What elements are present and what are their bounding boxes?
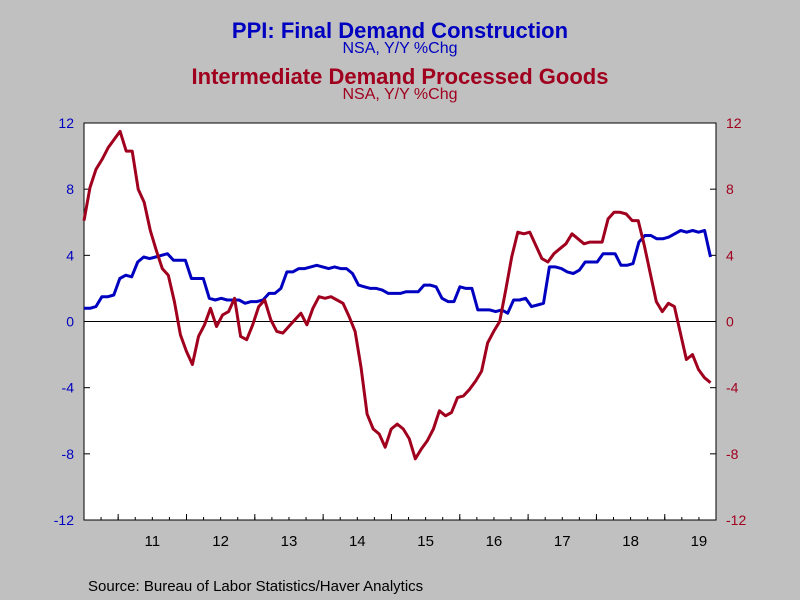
y-left-tick-label: 8 bbox=[66, 181, 74, 197]
y-right-tick-label: -4 bbox=[726, 380, 739, 396]
x-tick-label: 16 bbox=[486, 533, 503, 550]
chart-subtitle-2: NSA, Y/Y %Chg bbox=[342, 86, 458, 103]
y-right-tick-label: 0 bbox=[726, 314, 734, 330]
y-right-tick-label: 12 bbox=[726, 115, 742, 131]
series-line-processed_goods bbox=[82, 129, 712, 461]
x-tick-label: 12 bbox=[212, 533, 229, 550]
x-tick-label: 13 bbox=[281, 533, 298, 550]
x-tick-label: 19 bbox=[691, 533, 708, 550]
y-left-tick-label: -12 bbox=[54, 512, 74, 528]
y-left-tick-label: 0 bbox=[66, 314, 74, 330]
source-note: Source: Bureau of Labor Statistics/Haver… bbox=[88, 578, 424, 595]
series-line-construction bbox=[84, 229, 712, 315]
chart-title: PPI: Final Demand Construction bbox=[231, 18, 569, 43]
x-tick-label: 15 bbox=[417, 533, 434, 550]
x-tick-label: 17 bbox=[554, 533, 571, 550]
x-tick-label: 18 bbox=[622, 533, 639, 550]
y-right-tick-label: -12 bbox=[726, 512, 746, 528]
y-right-tick-label: 8 bbox=[726, 181, 734, 197]
y-left-tick-label: 4 bbox=[66, 247, 74, 263]
x-tick-label: 14 bbox=[349, 533, 366, 550]
y-right-tick-label: 4 bbox=[726, 247, 734, 263]
chart-subtitle: NSA, Y/Y %Chg bbox=[342, 40, 458, 57]
y-left-tick-label: 12 bbox=[58, 115, 74, 131]
x-tick-label: 11 bbox=[145, 533, 161, 550]
y-left-tick-label: -4 bbox=[62, 380, 75, 396]
y-right-tick-label: -8 bbox=[726, 446, 739, 462]
chart-title-2: Intermediate Demand Processed Goods bbox=[191, 64, 609, 89]
y-left-tick-label: -8 bbox=[62, 446, 75, 462]
